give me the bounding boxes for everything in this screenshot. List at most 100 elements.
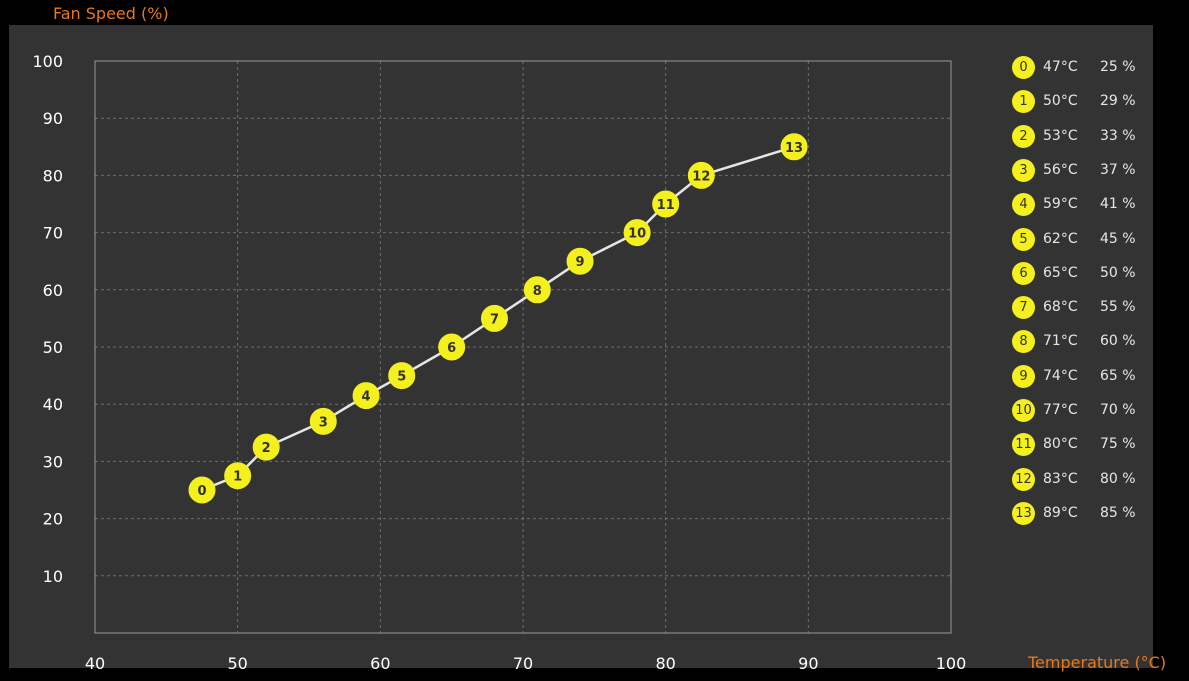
curve-point-label: 9: [576, 255, 585, 270]
legend-temperature: 74°C: [1043, 367, 1078, 384]
legend-fan-speed: 50 %: [1100, 264, 1136, 281]
legend-temperature: 47°C: [1043, 59, 1078, 75]
curve-point-label: 10: [628, 227, 646, 242]
legend-temperature: 89°C: [1043, 504, 1078, 521]
legend-point-badge: 0: [1012, 56, 1035, 79]
legend-point-badge: 11: [1012, 433, 1035, 457]
legend-point-badge: 1: [1012, 90, 1035, 114]
y-tick-label: 50: [43, 338, 63, 357]
legend-row: 8 71°C 60 %: [1012, 330, 1152, 356]
legend-point-badge: 3: [1012, 158, 1035, 182]
curve-point: [224, 462, 252, 490]
legend-row: 7 68°C 55 %: [1012, 296, 1152, 322]
legend-row: 5 62°C 45 %: [1012, 227, 1152, 254]
legend-fan-speed: 29 %: [1100, 93, 1136, 110]
curve-point: [352, 382, 380, 410]
legend-fan-speed: 65 %: [1100, 367, 1136, 384]
legend-fan-speed: 41 %: [1100, 196, 1136, 213]
y-axis-title: Fan Speed (%): [53, 4, 169, 23]
legend-fan-speed: 70 %: [1100, 402, 1136, 418]
legend-row: 10 77°C 70 %: [1012, 399, 1152, 425]
y-tick-label: 80: [43, 166, 63, 185]
legend-temperature: 77°C: [1043, 402, 1078, 418]
curve-point-label: 7: [490, 312, 499, 327]
legend-row: 12 83°C 80 %: [1012, 467, 1152, 494]
curve-point-label: 11: [657, 198, 675, 213]
curve-point-label: 6: [447, 341, 456, 356]
curve-point: [309, 407, 337, 435]
legend-point-badge: 6: [1012, 261, 1035, 285]
y-tick-label: 60: [43, 281, 63, 300]
legend-point-badge: 7: [1012, 296, 1035, 320]
legend-temperature: 83°C: [1043, 470, 1078, 487]
legend-fan-speed: 60 %: [1100, 333, 1136, 350]
x-axis-title: Temperature (°C): [1028, 653, 1167, 672]
curve-point: [188, 476, 216, 504]
legend-fan-speed: 55 %: [1100, 299, 1136, 316]
legend-point-badge: 2: [1012, 124, 1035, 148]
legend-point-badge: 13: [1012, 501, 1035, 525]
legend-fan-speed: 75 %: [1100, 436, 1136, 453]
legend-temperature: 68°C: [1043, 299, 1078, 316]
legend-temperature: 71°C: [1043, 333, 1078, 350]
legend-row: 9 74°C 65 %: [1012, 364, 1152, 391]
x-tick-label: 60: [370, 654, 390, 673]
curve-point: [480, 304, 508, 332]
x-tick-label: 70: [513, 654, 533, 673]
y-tick-label: 20: [43, 510, 63, 529]
legend-row: 13 89°C 85 %: [1012, 501, 1152, 528]
legend-temperature: 62°C: [1043, 230, 1078, 247]
legend-fan-speed: 45 %: [1100, 230, 1136, 247]
legend-fan-speed: 85 %: [1100, 504, 1136, 521]
legend-row: 1 50°C 29 %: [1012, 90, 1152, 116]
curve-point-label: 3: [319, 415, 328, 430]
y-tick-label: 90: [43, 109, 63, 128]
y-tick-label: 10: [43, 567, 63, 586]
plot-frame: [94, 60, 952, 634]
curve-point: [252, 433, 280, 461]
curve-point: [780, 133, 808, 161]
x-tick-label: 40: [85, 654, 105, 673]
x-tick-label: 100: [936, 654, 967, 673]
y-tick-label: 30: [43, 452, 63, 471]
legend-point-badge: 8: [1012, 330, 1035, 354]
curve-point-label: 12: [692, 169, 710, 184]
legend-temperature: 65°C: [1043, 264, 1078, 281]
y-tick-label: 40: [43, 395, 63, 414]
legend-row: 4 59°C 41 %: [1012, 193, 1152, 219]
legend-row: 2 53°C 33 %: [1012, 124, 1152, 151]
legend-point-badge: 12: [1012, 467, 1035, 491]
curve-point-label: 4: [362, 390, 371, 405]
curve-point: [623, 219, 651, 247]
legend-temperature: 80°C: [1043, 436, 1078, 453]
legend-point-badge: 4: [1012, 193, 1035, 217]
legend-fan-speed: 33 %: [1100, 127, 1136, 144]
legend-fan-speed: 37 %: [1100, 161, 1136, 178]
curve-point-label: 13: [785, 141, 803, 156]
y-tick-label: 70: [43, 224, 63, 243]
legend-fan-speed: 25 %: [1100, 59, 1136, 75]
curve-point: [438, 333, 466, 361]
legend-row: 11 80°C 75 %: [1012, 433, 1152, 459]
curve-point: [388, 362, 416, 390]
legend-temperature: 50°C: [1043, 93, 1078, 110]
curve-point: [523, 276, 551, 304]
legend-temperature: 56°C: [1043, 161, 1078, 178]
legend-fan-speed: 80 %: [1100, 470, 1136, 487]
curve-point-label: 0: [197, 484, 206, 499]
x-tick-label: 80: [655, 654, 675, 673]
curve-point-label: 1: [233, 470, 242, 485]
curve-point-label: 2: [262, 441, 271, 456]
legend-temperature: 53°C: [1043, 127, 1078, 144]
curve-point-label: 5: [397, 370, 406, 385]
legend-point-badge: 9: [1012, 364, 1035, 388]
x-tick-label: 90: [798, 654, 818, 673]
y-tick-label: 100: [32, 52, 63, 71]
legend-point-badge: 5: [1012, 227, 1035, 251]
curve-point: [687, 161, 715, 189]
x-tick-label: 50: [227, 654, 247, 673]
legend-row: 3 56°C 37 %: [1012, 158, 1152, 185]
curve-point: [652, 190, 680, 218]
